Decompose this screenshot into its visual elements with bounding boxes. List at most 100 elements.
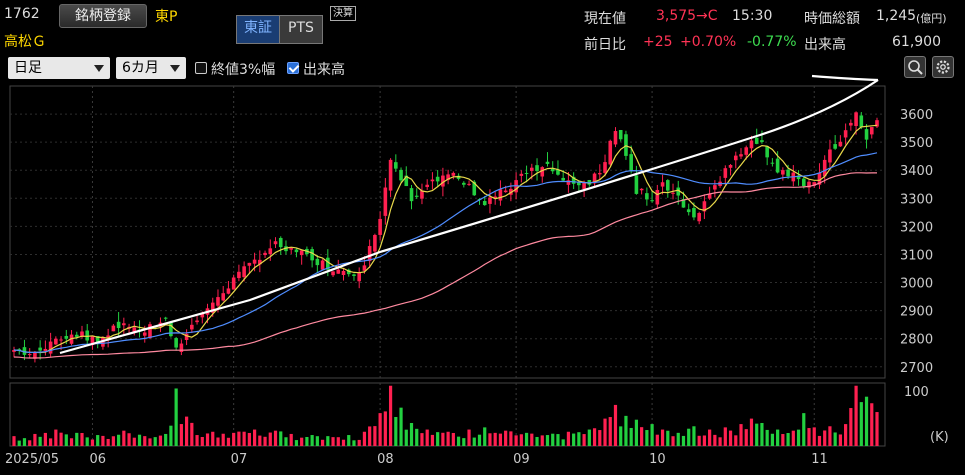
y-tick-label: 2800 (900, 333, 933, 348)
candle-body (577, 181, 581, 186)
volume-bar (341, 439, 346, 446)
stock-name: 高松Ｇ (4, 34, 46, 50)
candle-body (74, 334, 79, 337)
register-stock-button[interactable]: 銘柄登録 (59, 4, 147, 28)
volume-bar (195, 435, 199, 446)
zoom-icon (908, 60, 923, 75)
candle-body (210, 302, 215, 313)
tab-pts[interactable]: PTS (280, 16, 322, 43)
candle-body (106, 335, 110, 338)
volume-bar (117, 434, 121, 446)
range-select[interactable]: 6カ月 (116, 57, 186, 79)
volume-bar (650, 424, 654, 446)
candle-body (294, 249, 299, 253)
candle-body (869, 127, 874, 135)
x-tick-label: 07 (231, 452, 248, 467)
candle-body (566, 180, 571, 185)
y-tick-label: 3100 (900, 248, 933, 263)
settlement-badge[interactable]: 決算 (330, 6, 356, 21)
chart-grid (9, 85, 886, 447)
volume-bar (681, 435, 686, 446)
x-tick-label: 08 (377, 452, 394, 467)
candle-body (80, 331, 84, 337)
candle-body (467, 183, 471, 185)
volume-checkbox[interactable] (287, 62, 299, 74)
volume-bar (33, 433, 37, 446)
volume-bar (279, 431, 283, 446)
candle-body (190, 324, 194, 330)
candle-body (95, 336, 100, 343)
candle-body (388, 159, 393, 191)
volume-bar (582, 434, 586, 446)
candle-body (200, 313, 205, 318)
price-change: +25 (643, 34, 673, 50)
volume-bar (870, 403, 874, 446)
volume-bar (399, 407, 403, 446)
axis-labels: 2700 2800 2900 3000 3100 3200 3300 3400 3500 3600… (5, 108, 949, 467)
ma25-line (13, 152, 878, 353)
candle-body (801, 178, 806, 187)
volume-bar (598, 430, 602, 446)
candle-body (22, 347, 27, 355)
volume-bar (530, 433, 534, 446)
volume-bar (80, 432, 84, 446)
volume-bar (504, 430, 508, 446)
volume-bar (524, 432, 529, 446)
volume-bar (823, 430, 827, 446)
candle-body (550, 168, 555, 172)
volume-bar (514, 435, 518, 446)
candle-body (739, 154, 743, 157)
ma75-line (13, 172, 877, 359)
volume-bar (451, 432, 455, 446)
candle-body (812, 182, 817, 186)
volume-bar (776, 429, 780, 446)
candle-body (603, 162, 607, 173)
candle-body (122, 323, 126, 326)
candle-body (33, 352, 37, 359)
candle-body (660, 182, 665, 187)
candle-body (760, 140, 764, 143)
settings-button[interactable] (932, 56, 954, 78)
price-suffix: →C (696, 8, 718, 24)
volume-bar (347, 435, 351, 446)
volume-bar (687, 428, 691, 446)
candle-body (394, 162, 398, 169)
candle-body (849, 122, 853, 126)
price-panel-frame (9, 85, 886, 379)
volume-bar (388, 385, 393, 446)
period-select[interactable]: 日足 (8, 57, 110, 79)
volume-bar (336, 437, 340, 446)
volume-bar (252, 429, 257, 446)
candle-body (169, 322, 173, 337)
volume-bar (619, 426, 623, 446)
candle-body (875, 120, 879, 127)
x-tick-label: 06 (89, 452, 106, 467)
candle-body (258, 259, 262, 265)
volume-bar (708, 429, 712, 446)
volume-bar (749, 418, 754, 446)
y-tick-label: 3000 (900, 277, 933, 292)
candle-body (545, 161, 550, 164)
tab-tse[interactable]: 東証 (237, 16, 280, 43)
volume-bar (54, 429, 58, 446)
volume-bar (143, 436, 147, 446)
zoom-button[interactable] (904, 56, 926, 78)
range-select-value: 6カ月 (122, 60, 159, 76)
candle-body (535, 165, 539, 171)
volume-bar (802, 413, 806, 446)
candle-body (608, 140, 613, 165)
candle-body (639, 188, 644, 191)
volume-label: 出来高 (804, 37, 846, 53)
volume-bar (378, 413, 382, 446)
candle-body (252, 259, 257, 264)
close-range-checkbox[interactable] (195, 62, 207, 74)
volume-bar (718, 437, 722, 446)
y-tick-label: 3500 (900, 136, 933, 151)
period-select-value: 日足 (14, 60, 42, 76)
candle-body (488, 197, 492, 204)
candle-body (27, 354, 32, 356)
candle-body (336, 269, 341, 274)
candle-body (90, 335, 95, 346)
candle-body (556, 169, 560, 175)
